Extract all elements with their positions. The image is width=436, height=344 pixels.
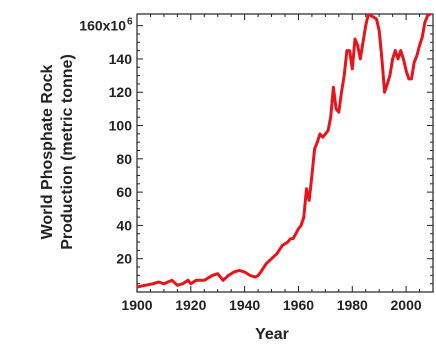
y-tick-label: 20 <box>116 251 132 267</box>
y-axis-title-line-1: World Phosphate Rock <box>39 64 56 239</box>
y-axis-title: World Phosphate Rock Production (metric … <box>39 54 76 250</box>
x-tick-label: 1900 <box>121 297 152 313</box>
y-axis-title-line-2: Production (metric tonne) <box>59 54 76 250</box>
x-tick-label: 1940 <box>229 297 260 313</box>
x-tick-label: 2000 <box>391 297 422 313</box>
x-tick-label: 1920 <box>175 297 206 313</box>
y-tick-exponent: 6 <box>127 17 133 28</box>
y-tick-label: 40 <box>116 217 132 233</box>
y-tick-label: 140 <box>109 51 133 67</box>
x-tick-label: 1960 <box>283 297 314 313</box>
series-line-0 <box>137 14 432 289</box>
plot-area: 1900 1920 1940 1960 1980 2000 20 40 60 80 100 120 14… <box>79 13 434 313</box>
y-tick-label: 60 <box>116 184 132 200</box>
y-tick-label: 120 <box>109 84 133 100</box>
y-tick-label: 80 <box>116 151 132 167</box>
x-axis-title: Year <box>255 326 289 343</box>
y-tick-label: 100 <box>109 118 133 134</box>
y-tick-label: 160x10 <box>79 18 126 34</box>
plot-frame <box>136 13 434 293</box>
x-tick-label: 1980 <box>337 297 368 313</box>
